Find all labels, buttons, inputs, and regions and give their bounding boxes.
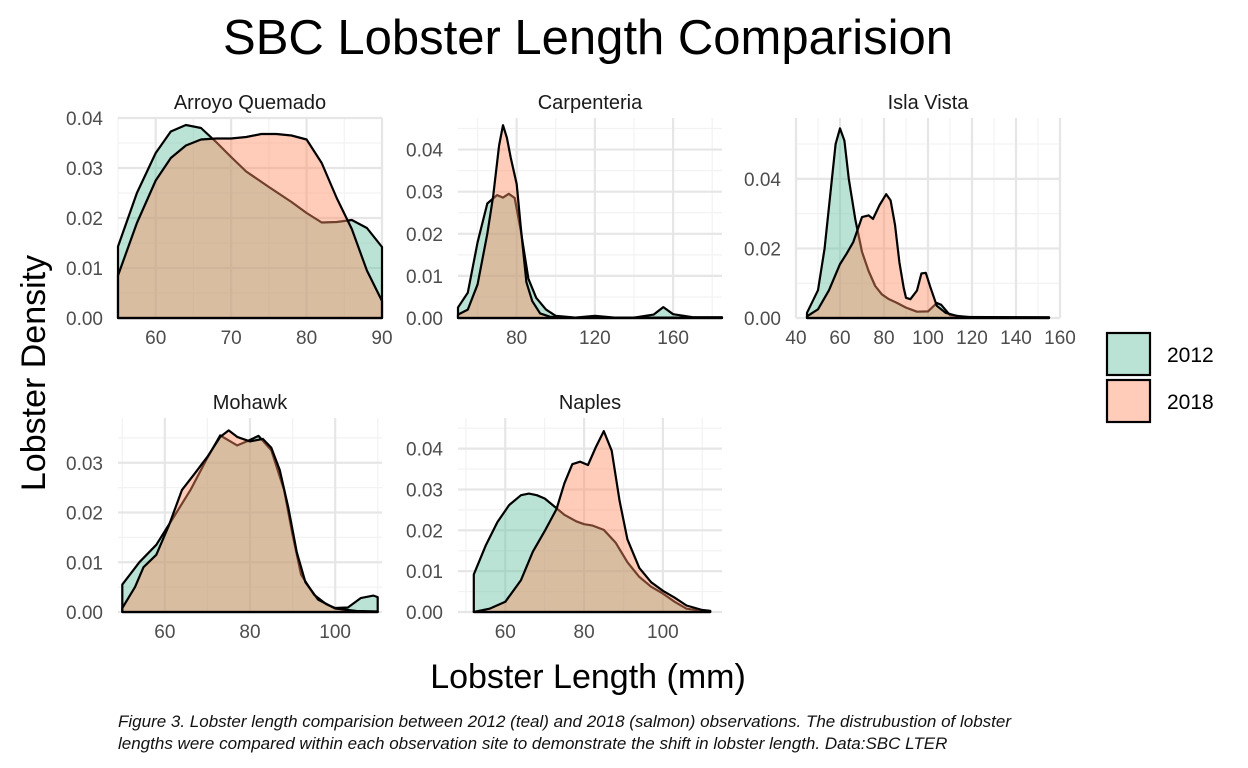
x-tick-label: 90	[371, 328, 392, 349]
y-tick-label: 0.03	[406, 183, 443, 204]
density-area-series-2018	[121, 429, 379, 614]
panel-mohawk: Mohawk 60 80 100 0.00 0.01 0.02 0.03	[66, 392, 382, 643]
legend-label-2018: 2018	[1167, 391, 1214, 414]
facet-strip-label: Naples	[559, 392, 621, 414]
x-tick-label: 100	[647, 622, 679, 643]
y-tick-label: 0.03	[66, 454, 103, 475]
caption-line-1: Figure 3. Lobster length comparision bet…	[118, 712, 1012, 731]
y-tick-label: 0.01	[406, 267, 443, 288]
x-tick-label: 80	[506, 328, 527, 349]
panel-carpenteria: Carpenteria 80 120 160 0.00 0.01 0.02 0.03 0.04	[406, 92, 724, 349]
y-tick-label: 0.00	[406, 309, 443, 330]
x-tick-label: 100	[319, 622, 351, 643]
y-tick-label: 0.02	[406, 521, 443, 542]
x-tick-label: 80	[239, 622, 260, 643]
x-tick-label: 80	[574, 622, 595, 643]
x-tick-label: 160	[657, 328, 689, 349]
x-tick-label: 60	[495, 622, 516, 643]
y-tick-label: 0.00	[744, 309, 781, 330]
facet-strip-label: Mohawk	[213, 392, 288, 414]
x-tick-label: 80	[873, 328, 894, 349]
y-tick-label: 0.04	[66, 109, 103, 130]
y-tick-label: 0.02	[406, 225, 443, 246]
y-axis-title: Lobster Density	[15, 255, 53, 491]
x-tick-label: 60	[829, 328, 850, 349]
facet-strip-label: Carpenteria	[538, 92, 643, 114]
y-tick-label: 0.01	[66, 259, 103, 280]
x-tick-label: 120	[579, 328, 611, 349]
x-tick-label: 100	[912, 328, 944, 349]
density-area-series-2012	[472, 492, 712, 614]
y-tick-label: 0.02	[66, 504, 103, 525]
y-tick-label: 0.04	[406, 141, 443, 162]
y-tick-label: 0.01	[406, 562, 443, 583]
y-tick-label: 0.02	[744, 239, 781, 260]
facet-strip-label: Isla Vista	[888, 92, 970, 114]
panel-arroyo-quemado: Arroyo Quemado 60 70 80 90 0.00 0.01 0.02 0.03 0.…	[66, 92, 393, 349]
y-tick-label: 0.04	[406, 440, 443, 461]
y-tick-label: 0.02	[66, 209, 103, 230]
density-area-series-2018	[116, 132, 384, 320]
chart-title: SBC Lobster Length Comparision	[223, 11, 953, 65]
legend-key-2012	[1105, 331, 1152, 377]
density-area-series-2012	[456, 192, 724, 320]
density-area-series-2018	[472, 430, 712, 614]
y-tick-label: 0.00	[66, 309, 103, 330]
panels: Arroyo Quemado 60 70 80 90 0.00 0.01 0.02 0.03 0.…	[66, 92, 1076, 643]
panel-isla-vista: Isla Vista 40 60 80 100 120 140 160 0.00 0.02 0.04	[744, 92, 1076, 349]
y-tick-label: 0.00	[66, 603, 103, 624]
caption-line-2: lengths were compared within each observ…	[118, 734, 947, 753]
density-area-series-2018	[456, 124, 724, 320]
x-tick-label: 140	[1000, 328, 1032, 349]
x-tick-label: 160	[1044, 328, 1076, 349]
x-tick-label: 70	[221, 328, 242, 349]
x-tick-label: 60	[154, 622, 175, 643]
y-tick-label: 0.01	[66, 553, 103, 574]
legend-key-2018	[1105, 378, 1152, 424]
density-area-series-2018	[805, 193, 1051, 320]
legend: 2012 2018	[1105, 331, 1214, 424]
x-tick-label: 80	[296, 328, 317, 349]
y-tick-label: 0.04	[744, 170, 781, 191]
x-tick-label: 120	[956, 328, 988, 349]
y-tick-label: 0.03	[406, 480, 443, 501]
panel-naples: Naples 60 80 100 0.00 0.01 0.02 0.03 0.04	[406, 392, 722, 643]
x-tick-label: 40	[785, 328, 806, 349]
density-area-series-2012	[116, 123, 384, 320]
x-axis-title: Lobster Length (mm)	[430, 658, 746, 696]
y-tick-label: 0.00	[406, 603, 443, 624]
x-tick-label: 60	[145, 328, 166, 349]
y-tick-label: 0.03	[66, 159, 103, 180]
legend-label-2012: 2012	[1167, 344, 1214, 367]
facet-strip-label: Arroyo Quemado	[174, 92, 326, 114]
